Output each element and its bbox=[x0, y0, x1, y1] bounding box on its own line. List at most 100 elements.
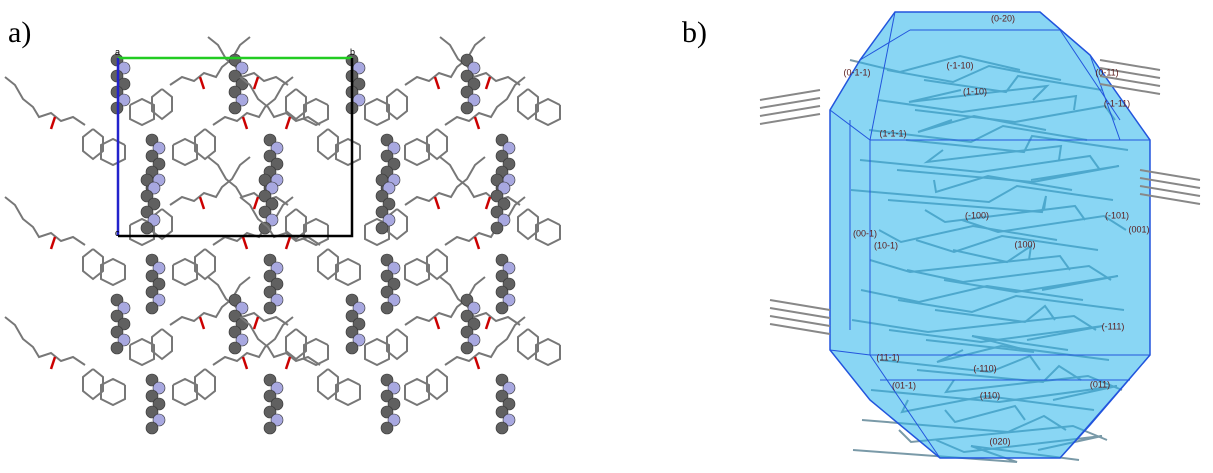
carbonyl bbox=[486, 197, 490, 209]
molecule-ring bbox=[336, 259, 360, 285]
molecule-ring bbox=[536, 99, 560, 125]
carbonyl bbox=[200, 77, 204, 89]
atom bbox=[229, 102, 241, 114]
face-label: (00-1) bbox=[853, 228, 877, 238]
molecule-ring bbox=[101, 139, 125, 165]
carbonyl bbox=[243, 357, 247, 369]
cell-axis-label: c bbox=[115, 228, 120, 238]
face-label: (-1-10) bbox=[946, 60, 973, 70]
face-label: (1-10) bbox=[963, 86, 987, 96]
carbonyl bbox=[286, 117, 290, 129]
molecule-ring bbox=[173, 139, 197, 165]
atom bbox=[141, 222, 153, 234]
molecule-chain bbox=[213, 77, 293, 125]
molecule-ring bbox=[336, 379, 360, 405]
molecule-ring bbox=[304, 339, 328, 365]
carbonyl bbox=[486, 317, 490, 329]
carbonyl bbox=[51, 357, 55, 369]
face-label: (-100) bbox=[965, 210, 989, 220]
molecule-ring bbox=[101, 259, 125, 285]
carbonyl bbox=[200, 197, 204, 209]
morphology-panel: (0-20) (0-1-1) (-1-10) (0-11) (1-10) (-1-11) (… bbox=[760, 12, 1200, 462]
molecule-chain bbox=[445, 77, 525, 125]
molecule-chain bbox=[5, 197, 85, 245]
carbonyl bbox=[435, 197, 439, 209]
carbonyl bbox=[243, 237, 247, 249]
cell-axis-label: b bbox=[350, 47, 355, 57]
carbonyl bbox=[200, 317, 204, 329]
atom bbox=[229, 342, 241, 354]
face-label: (1-1-1) bbox=[879, 128, 906, 138]
face-label: (10-1) bbox=[874, 240, 898, 250]
face-label: (110) bbox=[980, 390, 1000, 400]
atom bbox=[496, 302, 508, 314]
carbonyl bbox=[51, 237, 55, 249]
face-label: (11-1) bbox=[876, 352, 899, 362]
carbonyl bbox=[475, 237, 479, 249]
molecule-chain bbox=[240, 77, 320, 125]
carbonyl bbox=[475, 357, 479, 369]
molecule-ring bbox=[304, 99, 328, 125]
face-label: (0-20) bbox=[991, 13, 1015, 23]
atom bbox=[146, 302, 158, 314]
face-label: (100) bbox=[1014, 239, 1035, 249]
carbonyl bbox=[286, 237, 290, 249]
molecule-chain bbox=[213, 197, 293, 245]
atom bbox=[461, 342, 473, 354]
cell-axis-label: a bbox=[115, 47, 120, 57]
atom bbox=[381, 422, 393, 434]
molecule-chain bbox=[240, 317, 320, 365]
face-label: (0-11) bbox=[1095, 67, 1118, 77]
atom bbox=[111, 342, 123, 354]
molecule-ring bbox=[536, 339, 560, 365]
molecule-chain bbox=[445, 317, 525, 365]
molecule-chain bbox=[240, 197, 320, 245]
molecule-ring bbox=[173, 259, 197, 285]
face-label: (01-1) bbox=[892, 380, 916, 390]
molecule-chain bbox=[440, 37, 520, 85]
molecule-chain bbox=[213, 317, 293, 365]
molecule-ring bbox=[130, 99, 154, 125]
carbonyl bbox=[243, 117, 247, 129]
face-label: (-111) bbox=[1102, 321, 1125, 331]
panel-label: b) bbox=[682, 16, 707, 49]
molecule-ring bbox=[536, 219, 560, 245]
atom bbox=[264, 422, 276, 434]
face-label: (0-1-1) bbox=[843, 67, 870, 77]
atom bbox=[376, 222, 388, 234]
molecule-ring bbox=[304, 219, 328, 245]
molecule-chain bbox=[5, 317, 85, 365]
atom bbox=[146, 422, 158, 434]
face-label: (011) bbox=[1090, 379, 1110, 389]
molecule-ring bbox=[405, 139, 429, 165]
molecule-ring bbox=[365, 339, 389, 365]
molecule-ring bbox=[130, 339, 154, 365]
carbonyl bbox=[254, 317, 258, 329]
face-label: (-101) bbox=[1105, 210, 1129, 220]
packing-panel: a b c bbox=[5, 37, 560, 434]
molecule-ring bbox=[336, 139, 360, 165]
atom bbox=[381, 302, 393, 314]
carbonyl bbox=[475, 117, 479, 129]
atom bbox=[491, 222, 503, 234]
carbonyl bbox=[435, 317, 439, 329]
carbonyl bbox=[435, 77, 439, 89]
figure: a b c (0-20) (0-1-1) (-1-10) (0-11) (1-10) (-1-… bbox=[0, 0, 1213, 473]
face-label: (020) bbox=[989, 436, 1010, 446]
carbonyl bbox=[486, 77, 490, 89]
atom bbox=[461, 102, 473, 114]
molecule-chain bbox=[5, 77, 85, 125]
carbonyl bbox=[51, 117, 55, 129]
molecule-chain bbox=[208, 37, 288, 85]
atom bbox=[264, 302, 276, 314]
face-label: (-1-11) bbox=[1104, 98, 1130, 108]
molecule-chain bbox=[445, 197, 525, 245]
atom bbox=[346, 342, 358, 354]
atom bbox=[496, 422, 508, 434]
carbonyl bbox=[286, 357, 290, 369]
carbonyl bbox=[254, 197, 258, 209]
face-label: (001) bbox=[1128, 224, 1149, 234]
carbonyl bbox=[254, 77, 258, 89]
molecule-ring bbox=[405, 379, 429, 405]
molecule-ring bbox=[365, 99, 389, 125]
